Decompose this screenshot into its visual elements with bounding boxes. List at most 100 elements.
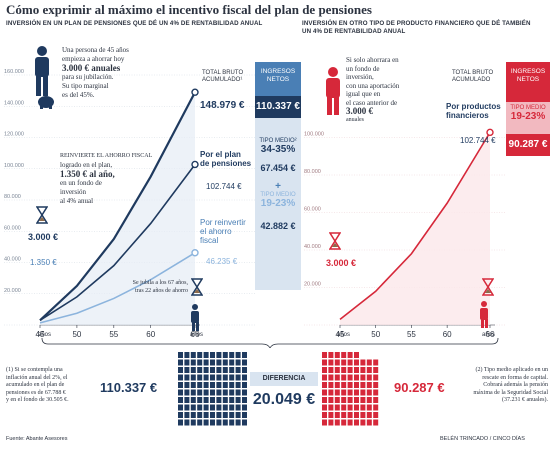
right-money-cell xyxy=(354,382,359,388)
left-money-cell xyxy=(235,404,241,411)
left-money-cell xyxy=(216,367,222,373)
left-money-cell xyxy=(222,397,228,403)
right-money-grid xyxy=(322,352,379,426)
left-money-cell xyxy=(203,412,209,418)
right-intro-amount: 3.000 € xyxy=(346,106,373,116)
left-series-line xyxy=(39,163,196,321)
difference-value: 20.049 € xyxy=(252,391,316,408)
left-money-cell xyxy=(178,382,183,388)
left-money-cell xyxy=(203,359,209,366)
right-money-cell xyxy=(373,359,379,366)
left-money-cell xyxy=(229,404,235,411)
total-label-2: ACUMULADO¹ xyxy=(202,77,243,83)
left-ytick-label: 160.000 xyxy=(4,69,24,75)
left-money-cell xyxy=(197,389,203,396)
right-ytick-label: 80.000 xyxy=(304,169,321,175)
right-money-cell xyxy=(328,382,334,388)
right-money-cell xyxy=(360,397,366,403)
jubila-line1: Se jubila a los 67 años, xyxy=(132,280,188,286)
left-money-cell xyxy=(203,367,209,373)
right-chart-series xyxy=(339,128,494,325)
right-xtick-label: 45 xyxy=(336,330,345,339)
right-money-cell xyxy=(360,382,366,388)
note1-line5: y en el fondo de 30.505 €. xyxy=(6,397,69,403)
left-money-cell xyxy=(235,389,241,396)
left-money-cell xyxy=(216,382,222,388)
left-money-cell xyxy=(178,419,183,426)
right-money-cell xyxy=(347,382,353,388)
left-xtick-label: 60 xyxy=(146,330,155,339)
right-money-cell xyxy=(341,397,347,403)
right-money-cell xyxy=(334,382,340,388)
left-money-cell xyxy=(242,359,247,366)
left-money-cell xyxy=(203,419,209,426)
right-money-cell xyxy=(322,412,327,418)
left-money-cell xyxy=(190,397,196,403)
hourglass-icon xyxy=(36,206,48,224)
left-money-cell xyxy=(203,382,209,388)
left-money-cell xyxy=(222,352,228,358)
right-ytick-label: 60.000 xyxy=(304,207,321,213)
right-money-cell xyxy=(328,367,334,373)
right-money-cell xyxy=(360,389,366,396)
right-money-cell xyxy=(334,397,340,403)
right-net-value-box: 90.287 € xyxy=(506,134,550,156)
right-money-cell xyxy=(341,412,347,418)
left-money-cell xyxy=(203,374,209,381)
piggy-bank-icon xyxy=(38,96,54,109)
right-money-cell xyxy=(341,389,347,396)
left-money-cell xyxy=(222,419,228,426)
left-money-cell xyxy=(178,352,183,358)
left-money-cell xyxy=(210,367,215,373)
jubila-note: Se jubila a los 67 años, tras 22 años de… xyxy=(126,280,188,295)
right-x-unit: años xyxy=(337,332,351,338)
left-money-cell xyxy=(190,389,196,396)
note2-line1: (2) Tipo medio aplicado en un xyxy=(475,367,549,373)
right-money-cell xyxy=(354,419,359,426)
left-plus: + xyxy=(275,181,281,192)
right-money-cell xyxy=(347,389,353,396)
right-net-head: INGRESOS NETOS xyxy=(506,62,550,102)
right-money-cell xyxy=(360,412,366,418)
left-money-cell xyxy=(229,419,235,426)
right-xtick-label: 60 xyxy=(443,330,452,339)
left-money-cell xyxy=(190,359,196,366)
left-money-cell xyxy=(216,352,222,358)
right-money-cell xyxy=(328,359,334,366)
left-series-endpoint xyxy=(191,160,199,169)
right-money-cell xyxy=(328,352,334,358)
reinv-label-1: Por reinvertir xyxy=(200,218,246,227)
total-label-1: TOTAL BRUTO xyxy=(202,70,244,76)
left-money-cell xyxy=(184,374,190,381)
left-money-cell xyxy=(210,412,215,418)
right-money-cell xyxy=(334,419,340,426)
left-money-cell xyxy=(235,419,241,426)
left-money-cell xyxy=(235,359,241,366)
right-money-cell xyxy=(354,412,359,418)
right-money-cell xyxy=(347,359,353,366)
left-money-cell xyxy=(222,382,228,388)
right-tipo-label: TIPO MEDIO xyxy=(510,105,546,111)
left-money-cell xyxy=(242,389,247,396)
right-money-cell xyxy=(341,359,347,366)
right-money-cell xyxy=(322,374,327,381)
left-money-cell xyxy=(178,389,183,396)
left-money-cell xyxy=(184,419,190,426)
left-money-cell xyxy=(235,397,241,403)
right-money-cell xyxy=(341,382,347,388)
right-money-cell xyxy=(354,374,359,381)
left-money-cell xyxy=(178,397,183,403)
note1-line1: (1) Si se contempla una xyxy=(6,367,63,373)
left-net-head2: NETOS xyxy=(266,76,290,83)
plan-label: Por el plan de pensiones xyxy=(200,150,251,168)
right-money-cell xyxy=(366,382,372,388)
reinv-label-2: el ahorro xyxy=(200,227,232,236)
left-money-cell xyxy=(197,419,203,426)
left-money-cell xyxy=(216,374,222,381)
right-money-cell xyxy=(322,419,327,426)
total-value: 148.979 € xyxy=(200,100,245,111)
right-money-cell xyxy=(347,404,353,411)
right-money-cell xyxy=(373,382,379,388)
right-money-cell xyxy=(366,397,372,403)
left-money-cell xyxy=(184,367,190,373)
